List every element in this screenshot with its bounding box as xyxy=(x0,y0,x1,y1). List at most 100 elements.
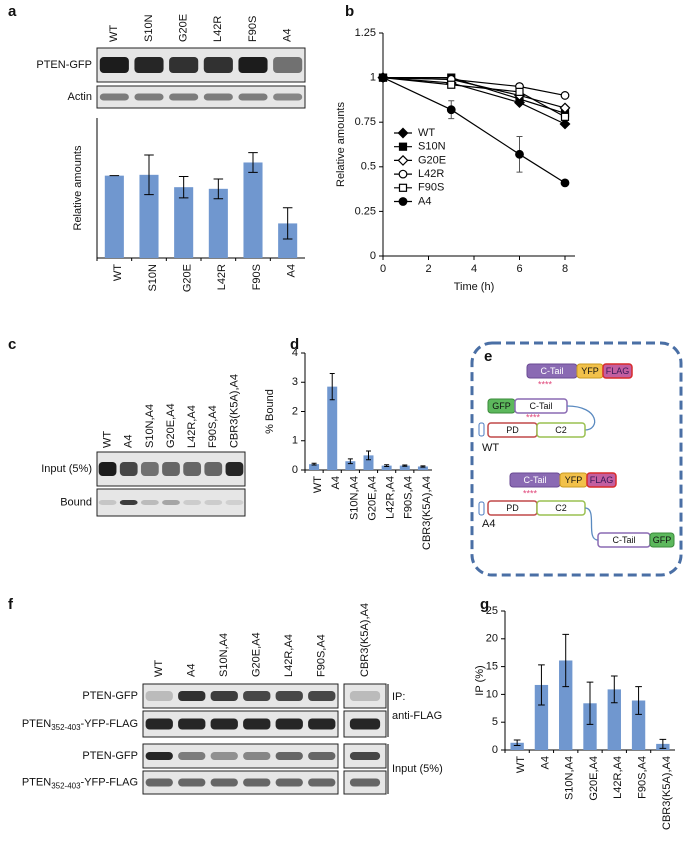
band xyxy=(140,462,159,476)
error-bar xyxy=(282,207,293,240)
domain-label: C-Tail xyxy=(523,475,546,485)
lane-label: WT xyxy=(153,660,165,677)
band xyxy=(169,93,199,101)
bar xyxy=(399,465,410,470)
domain-label: PD xyxy=(506,503,519,513)
row-label-part: -YFP-FLAG xyxy=(81,718,138,730)
domain-label: PD xyxy=(506,425,519,435)
row-label-part: PTEN xyxy=(22,718,51,730)
marker xyxy=(398,197,408,206)
x-tick-label: WT xyxy=(312,476,324,493)
y-tick-label: 0 xyxy=(492,744,498,756)
lane-label: CBR3(K5A),A4 xyxy=(228,374,240,448)
domain-label: GFP xyxy=(653,535,672,545)
row-label: PTEN352-403-YFP-FLAG xyxy=(22,718,138,732)
x-tick-label: 2 xyxy=(425,263,431,275)
band xyxy=(99,93,129,101)
error-bar xyxy=(248,152,258,173)
x-tick-label: 8 xyxy=(562,263,568,275)
marker xyxy=(398,142,408,151)
marker xyxy=(447,80,456,89)
band xyxy=(349,691,381,701)
error-bar xyxy=(610,675,618,704)
bar xyxy=(534,684,549,750)
construct-label: WT xyxy=(482,442,499,454)
band xyxy=(225,462,244,476)
band xyxy=(98,500,117,505)
y-tick-label: 10 xyxy=(486,688,498,700)
x-axis-label: Time (h) xyxy=(454,281,495,293)
legend-label: L42R xyxy=(418,168,444,180)
bar xyxy=(559,660,573,750)
y-tick-label: 1.25 xyxy=(355,27,376,39)
marker xyxy=(397,127,409,139)
band xyxy=(140,500,159,505)
bar xyxy=(417,466,428,470)
error-bar xyxy=(513,739,521,747)
band xyxy=(308,778,336,787)
error-bar xyxy=(329,372,335,401)
band xyxy=(308,718,336,730)
construct-label: A4 xyxy=(482,518,495,530)
band xyxy=(243,718,271,730)
x-tick-label: G20E,A4 xyxy=(366,476,378,521)
band xyxy=(203,57,233,73)
row-label: Bound xyxy=(60,496,92,508)
bar xyxy=(345,461,356,470)
legend-label: A4 xyxy=(418,195,431,207)
error-bar xyxy=(586,681,594,725)
flag-box xyxy=(602,363,633,379)
y-axis-label: IP (%) xyxy=(474,665,486,695)
x-tick-label: F90S,A4 xyxy=(403,476,415,519)
x-tick-label: G20E,A4 xyxy=(588,756,600,801)
band xyxy=(308,752,336,760)
c2-box xyxy=(536,422,586,438)
band xyxy=(134,93,164,101)
band xyxy=(349,752,381,760)
blot-strip xyxy=(142,683,339,709)
bar xyxy=(631,700,646,750)
y-tick-label: 5 xyxy=(492,716,498,728)
lane-label: WT xyxy=(108,25,120,42)
bar xyxy=(104,175,124,258)
band xyxy=(162,500,180,505)
band xyxy=(134,57,164,73)
legend-label: S10N xyxy=(418,141,446,153)
input-label: Input (5%) xyxy=(392,763,443,775)
domain-label: C2 xyxy=(555,503,567,513)
marker xyxy=(398,169,408,179)
lane-label: L42R,A4 xyxy=(186,405,198,448)
band xyxy=(210,691,238,701)
domain-label: FLAG xyxy=(606,366,630,376)
linker xyxy=(566,405,596,431)
x-tick-label: WT xyxy=(515,756,527,773)
x-tick-label: A4 xyxy=(286,264,298,277)
y-tick-label: 0 xyxy=(292,464,298,476)
marker xyxy=(560,112,570,121)
row-label: PTEN-GFP xyxy=(82,750,138,762)
band xyxy=(99,57,129,73)
blot-strip xyxy=(96,47,306,83)
band xyxy=(145,691,173,701)
diagram: e C-Tail YFP FLAG **** GFP C-Tail **** P… xyxy=(470,341,683,577)
ip-label: IP: xyxy=(392,691,405,703)
y-tick-label: 0.25 xyxy=(355,205,376,217)
band xyxy=(243,691,271,701)
band xyxy=(308,691,336,701)
bar xyxy=(278,223,298,258)
panel-label: e xyxy=(484,348,492,365)
panel-label: b xyxy=(345,3,354,20)
band xyxy=(162,462,180,476)
band xyxy=(238,93,268,101)
row-label-part: PTEN xyxy=(22,776,51,788)
band xyxy=(183,500,202,505)
lane-label: L42R,A4 xyxy=(283,634,295,677)
band xyxy=(225,500,244,505)
bar xyxy=(309,464,320,470)
row-label: PTEN-GFP xyxy=(36,59,92,71)
x-tick-label: 4 xyxy=(471,263,477,275)
domain-label: YFP xyxy=(565,475,583,485)
series-line xyxy=(383,77,566,114)
band xyxy=(145,778,173,787)
